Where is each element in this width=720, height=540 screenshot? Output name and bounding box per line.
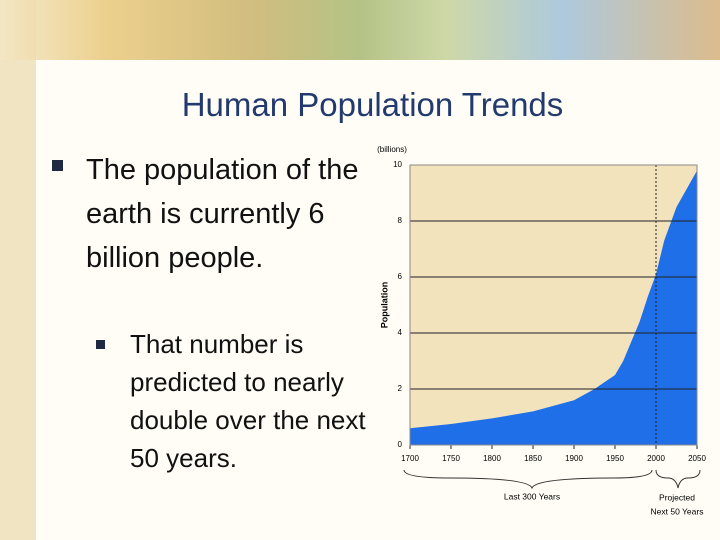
annotation: Projected [659,492,695,502]
x-tick-label: 1700 [401,454,419,463]
sub-bullet-marker [96,340,105,349]
y-tick-label: 8 [398,216,403,225]
y-tick-label: 10 [393,160,402,169]
unit-label: (billions) [377,145,407,154]
annotation: Last 300 Years [504,491,560,501]
left-strip [0,0,36,540]
top-banner [0,0,720,60]
annotation: Next 50 Years [651,506,704,516]
bracket [403,469,653,490]
slide-title: Human Population Trends [181,86,564,123]
y-tick-label: 0 [398,440,403,449]
bracket [655,469,701,489]
y-tick-label: 6 [398,272,403,281]
bullet-text: The population of the earth is currently… [86,154,359,274]
x-tick-label: 2000 [647,454,665,463]
plot-frame [409,164,698,446]
x-tick-label: 1900 [565,454,583,463]
sub-bullet-text: That number is predicted to nearly doubl… [130,329,366,473]
y-axis-label: Population [379,282,389,329]
x-tick-label: 1950 [606,454,624,463]
x-tick-label: 1750 [442,454,460,463]
y-tick-label: 4 [398,328,403,337]
area [410,170,697,445]
x-tick-label: 1850 [524,454,542,463]
x-tick-label: 2050 [688,454,706,463]
y-tick-label: 2 [398,384,403,393]
x-tick-label: 1800 [483,454,501,463]
bullet-marker [52,160,63,171]
